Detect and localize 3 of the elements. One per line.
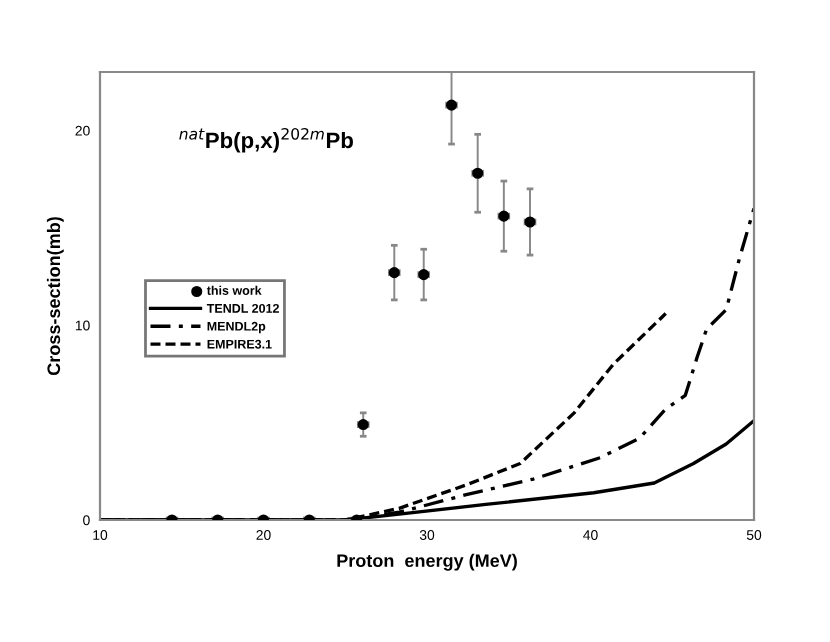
x-axis-title: Proton energy (MeV) bbox=[337, 553, 517, 571]
annotation: $^{nat}$Pb(p,x)$^{202m}$Pb bbox=[179, 127, 353, 153]
y-axis-title: Cross-section(mb) bbox=[46, 217, 64, 376]
